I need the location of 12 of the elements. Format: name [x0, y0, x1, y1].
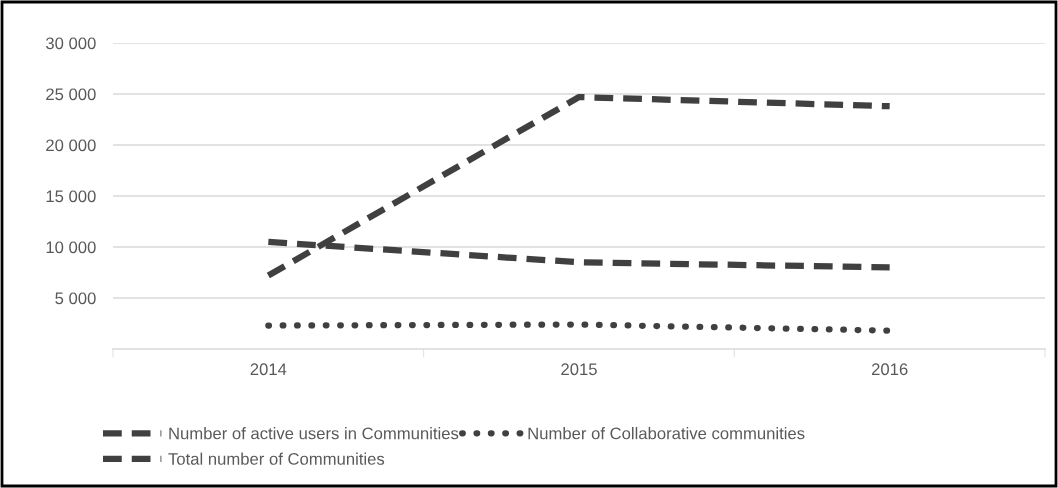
x-tick-label: 2016 [871, 363, 908, 376]
x-tick-label: 2015 [561, 363, 597, 376]
x-tick-label: 2014 [250, 363, 287, 376]
y-tick-label: 30 000 [46, 37, 96, 50]
legend-label: Number of Collaborative communities [528, 427, 805, 440]
y-tick-label: 5 000 [55, 292, 96, 305]
legend-label: Number of active users in Communities [169, 427, 459, 440]
legend-label: Total number of Communities [168, 452, 385, 465]
y-tick-label: 10 000 [46, 241, 96, 254]
y-tick-label: 25 000 [46, 88, 96, 101]
y-tick-label: 20 000 [46, 139, 96, 152]
y-tick-label: 15 000 [46, 190, 96, 203]
